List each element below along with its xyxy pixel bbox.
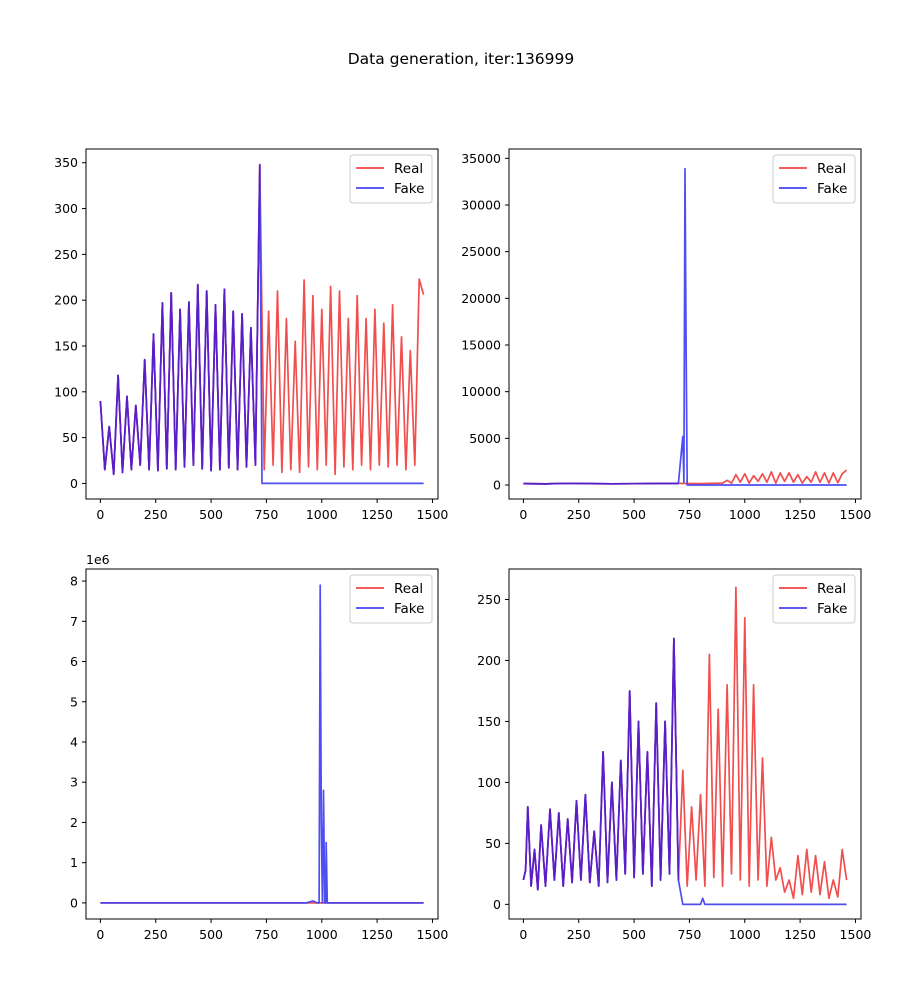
legend-label-real: Real <box>817 161 846 177</box>
legend-label-real: Real <box>394 161 423 177</box>
x-tick-label: 500 <box>199 927 223 942</box>
legend: Real Fake <box>772 154 856 204</box>
y-tick-label: 200 <box>477 653 501 668</box>
subplot-1: 0 250 500 750 1000 1250 1500 0 50 100 150 200 250 300… <box>54 148 449 522</box>
subplot-3: 0 250 500 750 1000 1250 1500 0 1 2 3 4 5 6 7 8 1e6 Real Fa… <box>70 552 448 942</box>
x-tick-label: 250 <box>567 507 591 522</box>
y-tick-label: 200 <box>54 293 78 308</box>
series-line-fake <box>100 584 424 904</box>
legend-box <box>349 154 433 204</box>
subplot-4: 0 250 500 750 1000 1250 1500 0 50 100 150 200 250 Rea… <box>477 568 872 942</box>
legend: Real Fake <box>349 574 433 624</box>
legend-label-fake: Fake <box>817 601 847 617</box>
x-tick-label: 1500 <box>840 507 872 522</box>
x-tick-label: 1500 <box>417 507 449 522</box>
axes-frame <box>508 568 862 920</box>
y-tick-label: 0 <box>70 895 78 910</box>
y-tick-label: 25000 <box>461 244 501 259</box>
y-tick-label: 5 <box>70 694 78 709</box>
y-tick-label: 3 <box>70 775 78 790</box>
series-line-real <box>522 586 848 900</box>
series-line-overlap <box>522 637 680 891</box>
x-tick-label: 1500 <box>840 927 872 942</box>
legend-label-real: Real <box>817 581 846 597</box>
y-tick-label: 2 <box>70 815 78 830</box>
x-tick-label: 250 <box>567 927 591 942</box>
x-tick-label: 250 <box>144 927 168 942</box>
x-tick-label: 250 <box>144 507 168 522</box>
series-line-fake <box>523 167 847 486</box>
y-tick-label: 0 <box>493 478 501 493</box>
axes-frame <box>85 148 439 500</box>
y-tick-label: 0 <box>493 897 501 912</box>
y-tick-label: 7 <box>70 614 78 629</box>
legend-box <box>349 574 433 624</box>
y-tick-label: 35000 <box>461 151 501 166</box>
figure-title: Data generation, iter:136999 <box>348 50 575 68</box>
legend-label-fake: Fake <box>394 601 424 617</box>
plot-area-1 <box>99 163 425 485</box>
legend-label-real: Real <box>394 581 423 597</box>
x-tick-label: 500 <box>622 927 646 942</box>
x-tick-label: 1250 <box>361 927 393 942</box>
subplot-2: 0 250 500 750 1000 1250 1500050001000015000200… <box>461 148 872 522</box>
x-tick-label: 500 <box>622 507 646 522</box>
y-tick-label: 150 <box>54 338 78 353</box>
x-tick-label: 1250 <box>361 507 393 522</box>
plot-area-4 <box>522 586 848 906</box>
x-tick-label: 0 <box>96 927 104 942</box>
legend-label-fake: Fake <box>394 181 424 197</box>
y-offset-label: 1e6 <box>86 552 110 567</box>
y-tick-label: 50 <box>62 430 78 445</box>
legend: Real Fake <box>772 574 856 624</box>
axes-frame <box>508 148 862 500</box>
x-tick-label: 1000 <box>729 507 761 522</box>
x-tick-label: 750 <box>254 927 278 942</box>
y-tick-label: 100 <box>477 775 501 790</box>
x-tick-label: 1000 <box>306 507 338 522</box>
legend-box <box>772 154 856 204</box>
plot-area-2 <box>523 167 848 486</box>
y-tick-label: 8 <box>70 574 78 589</box>
y-tick-label: 250 <box>477 592 501 607</box>
y-tick-label: 300 <box>54 201 78 216</box>
x-tick-label: 750 <box>254 507 278 522</box>
x-tick-label: 0 <box>519 507 527 522</box>
y-tick-label: 4 <box>70 734 78 749</box>
series-line-overlap <box>99 164 261 476</box>
x-tick-label: 750 <box>677 507 701 522</box>
legend-label-fake: Fake <box>817 181 847 197</box>
y-tick-label: 150 <box>477 714 501 729</box>
x-tick-label: 1250 <box>784 927 816 942</box>
x-tick-label: 750 <box>677 927 701 942</box>
x-tick-label: 1000 <box>729 927 761 942</box>
x-tick-label: 500 <box>199 507 223 522</box>
plot-area-3 <box>100 584 424 904</box>
y-tick-label: 100 <box>54 384 78 399</box>
x-tick-label: 0 <box>96 507 104 522</box>
series-line-real <box>523 469 848 485</box>
y-tick-label: 6 <box>70 654 78 669</box>
legend: Real Fake <box>349 154 433 204</box>
y-tick-label: 15000 <box>461 338 501 353</box>
y-tick-label: 30000 <box>461 198 501 213</box>
y-tick-label: 5000 <box>469 431 501 446</box>
y-tick-label: 10000 <box>461 384 501 399</box>
axes-frame <box>85 568 439 920</box>
y-tick-label: 1 <box>70 855 78 870</box>
y-tick-label: 0 <box>70 476 78 491</box>
series-line-overlap <box>523 482 679 485</box>
x-tick-label: 1000 <box>306 927 338 942</box>
y-tick-label: 20000 <box>461 291 501 306</box>
y-tick-label: 50 <box>485 836 501 851</box>
y-tick-label: 250 <box>54 247 78 262</box>
x-tick-label: 1500 <box>417 927 449 942</box>
y-tick-label: 350 <box>54 155 78 170</box>
x-tick-label: 0 <box>519 927 527 942</box>
x-tick-label: 1250 <box>784 507 816 522</box>
legend-box <box>772 574 856 624</box>
